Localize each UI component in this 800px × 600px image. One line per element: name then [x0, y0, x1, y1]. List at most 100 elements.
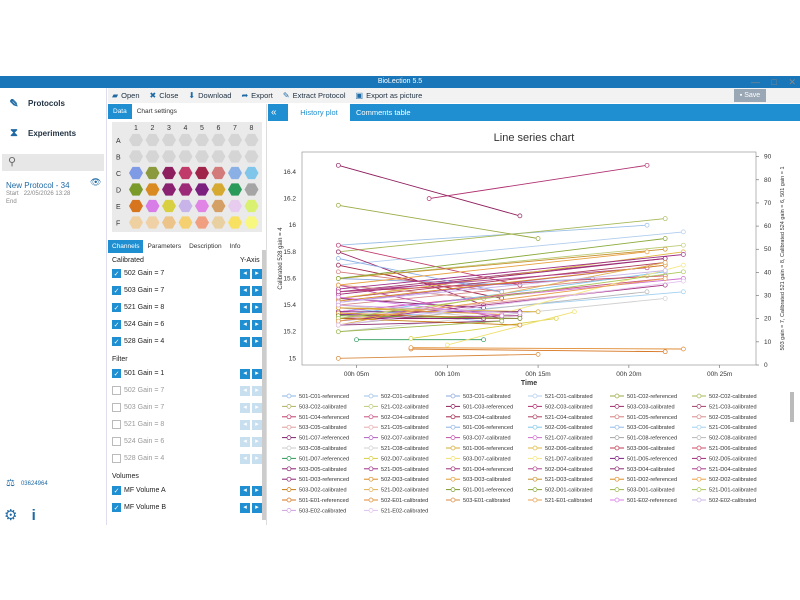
left-axis-button[interactable]: ◂: [240, 453, 250, 464]
plate-well[interactable]: [228, 150, 242, 163]
tab-history-plot[interactable]: History plot: [288, 104, 350, 121]
legend-item[interactable]: 521-D01-calibrated: [692, 487, 757, 494]
legend-item[interactable]: 521-C03-calibrated: [692, 404, 757, 410]
close-button[interactable]: ✖ Close: [149, 91, 179, 100]
tab-description[interactable]: Description: [189, 243, 222, 250]
plate-well[interactable]: [195, 216, 209, 229]
collapse-icon[interactable]: «: [271, 107, 277, 118]
checkbox[interactable]: ✓: [112, 269, 121, 278]
plate-well[interactable]: [244, 216, 259, 229]
plate-well[interactable]: [129, 166, 143, 180]
checkbox[interactable]: ✓: [112, 337, 121, 346]
legend-item[interactable]: 521-C04-calibrated: [528, 414, 593, 421]
plate-well[interactable]: [178, 183, 193, 196]
channel-row-calibrated[interactable]: ✓ 502 Gain = 7 ◂ ▸: [112, 267, 262, 280]
plate-well[interactable]: [162, 183, 176, 196]
checkbox[interactable]: ✓: [112, 286, 121, 295]
legend-item[interactable]: 503-C07-calibrated: [446, 435, 511, 442]
export-picture-button[interactable]: ▣ Export as picture: [355, 91, 423, 100]
legend-item[interactable]: 521-C01-calibrated: [528, 393, 593, 400]
plate-well[interactable]: [244, 150, 259, 163]
legend-item[interactable]: 501-C07-referenced: [282, 435, 349, 442]
legend-item[interactable]: 503-D06-calibrated: [610, 445, 675, 452]
channel-row-calibrated[interactable]: ✓ 503 Gain = 7 ◂ ▸: [112, 284, 262, 297]
plate-well[interactable]: [228, 199, 242, 213]
plate-well[interactable]: [145, 183, 160, 196]
checkbox[interactable]: [112, 437, 121, 446]
legend-item[interactable]: 503-D07-calibrated: [446, 456, 511, 462]
legend-item[interactable]: 503-D02-calibrated: [282, 487, 347, 494]
right-axis-button[interactable]: ▸: [252, 485, 262, 496]
plate-well[interactable]: [195, 166, 209, 180]
checkbox[interactable]: [112, 454, 121, 463]
left-axis-button[interactable]: ◂: [240, 302, 250, 313]
legend-item[interactable]: 502-C04-calibrated: [364, 414, 429, 421]
legend-item[interactable]: 501-C06-referenced: [446, 424, 513, 431]
plate-well[interactable]: [211, 199, 226, 213]
legend-item[interactable]: 521-E01-calibrated: [528, 497, 592, 504]
plate-well[interactable]: [211, 166, 226, 180]
channel-row-filter[interactable]: 528 Gain = 4 ◂ ▸: [112, 452, 262, 465]
download-button[interactable]: ⬇ Download: [188, 91, 232, 100]
right-axis-button[interactable]: ▸: [252, 436, 262, 447]
legend-item[interactable]: 501-D07-referenced: [282, 456, 349, 462]
legend-item[interactable]: 502-C02-calibrated: [692, 393, 757, 400]
legend-item[interactable]: 521-E02-calibrated: [364, 508, 428, 514]
plate-well[interactable]: [162, 216, 176, 229]
right-axis-button[interactable]: ▸: [252, 319, 262, 330]
legend-item[interactable]: 501-D06-referenced: [446, 445, 513, 452]
settings-icon[interactable]: ⚙: [4, 507, 18, 524]
maximize-icon[interactable]: □: [771, 77, 777, 87]
legend-item[interactable]: 501-D03-referenced: [282, 476, 349, 483]
channel-row-filter[interactable]: 502 Gain = 7 ◂ ▸: [112, 384, 262, 397]
plate-well[interactable]: [211, 216, 226, 229]
legend-item[interactable]: 502-C01-calibrated: [364, 393, 429, 400]
checkbox[interactable]: ✓: [112, 369, 121, 378]
search-input[interactable]: ⚲: [2, 154, 104, 171]
legend-item[interactable]: 502-C03-calibrated: [528, 404, 593, 410]
legend-item[interactable]: 503-D01-calibrated: [610, 487, 675, 494]
plate-well[interactable]: [129, 199, 143, 213]
legend-item[interactable]: 521-D07-calibrated: [528, 456, 593, 462]
plate-well[interactable]: [228, 216, 242, 229]
legend-item[interactable]: 501-E02-referenced: [610, 497, 677, 504]
legend-item[interactable]: 521-D05-calibrated: [364, 466, 429, 473]
plate-well[interactable]: [244, 133, 259, 147]
checkbox[interactable]: [112, 403, 121, 412]
plate-well[interactable]: [129, 216, 143, 229]
legend-item[interactable]: 501-C03-referenced: [446, 404, 513, 410]
left-axis-button[interactable]: ◂: [240, 268, 250, 279]
tab-parameters[interactable]: Parameters: [147, 243, 182, 250]
legend-item[interactable]: 501-D01-referenced: [446, 487, 513, 494]
checkbox[interactable]: ✓: [112, 503, 121, 512]
left-axis-button[interactable]: ◂: [240, 502, 250, 513]
tab-comments-table[interactable]: Comments table: [356, 108, 411, 117]
legend-item[interactable]: 503-C04-calibrated: [446, 414, 511, 421]
left-axis-button[interactable]: ◂: [240, 485, 250, 496]
right-axis-button[interactable]: ▸: [252, 419, 262, 430]
left-axis-button[interactable]: ◂: [240, 319, 250, 330]
plate-well[interactable]: [178, 133, 193, 147]
eye-icon[interactable]: 👁: [90, 177, 102, 187]
legend-item[interactable]: 521-D03-calibrated: [528, 476, 593, 483]
legend-item[interactable]: 503-D04-calibrated: [610, 466, 675, 473]
left-axis-button[interactable]: ◂: [240, 336, 250, 347]
legend-item[interactable]: 502-C08-calibrated: [692, 435, 757, 442]
channel-row-filter[interactable]: ✓ 501 Gain = 1 ◂ ▸: [112, 367, 262, 380]
right-axis-button[interactable]: ▸: [252, 285, 262, 296]
plate-well[interactable]: [129, 150, 143, 163]
right-axis-button[interactable]: ▸: [252, 402, 262, 413]
plate-well[interactable]: [178, 216, 193, 229]
channel-row-volumes[interactable]: ✓ MF Volume B ◂ ▸: [112, 501, 262, 514]
legend-item[interactable]: 521-C07-calibrated: [528, 435, 593, 442]
checkbox[interactable]: [112, 420, 121, 429]
nav-protocols[interactable]: ✎ Protocols: [0, 88, 106, 118]
legend-item[interactable]: 521-D02-calibrated: [364, 487, 429, 494]
plate-well[interactable]: [145, 166, 160, 180]
legend-item[interactable]: 502-E01-calibrated: [364, 497, 428, 504]
legend-item[interactable]: 503-E02-calibrated: [282, 508, 346, 514]
right-axis-button[interactable]: ▸: [252, 368, 262, 379]
left-axis-button[interactable]: ◂: [240, 436, 250, 447]
legend-item[interactable]: 503-E01-calibrated: [446, 497, 510, 504]
legend-item[interactable]: 521-C08-calibrated: [364, 445, 429, 452]
